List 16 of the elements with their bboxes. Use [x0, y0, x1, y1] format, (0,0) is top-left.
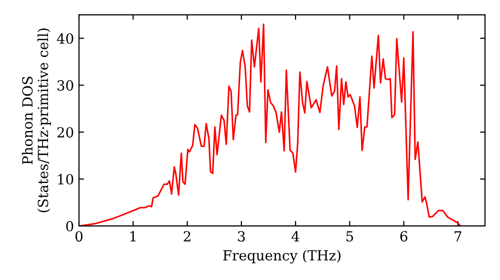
- x-tick-label: 7: [454, 231, 462, 242]
- x-tick-label: 6: [400, 231, 408, 242]
- x-tick-label: 5: [346, 231, 354, 242]
- y-tick-label: 40: [56, 33, 74, 44]
- x-tick-label: 1: [130, 231, 136, 242]
- y-tick-label: 30: [58, 80, 74, 91]
- y-tick-label: 20: [57, 127, 74, 138]
- y-tick-label: 0: [66, 220, 74, 232]
- x-tick-label: 3: [238, 231, 245, 242]
- y-axis-title: Phonon DOS (States/THz·primitive cell): [22, 28, 51, 212]
- x-tick-label: 4: [292, 231, 300, 242]
- x-tick-label: 0: [75, 231, 82, 242]
- x-axis-title: Frequency (THz): [223, 250, 340, 264]
- y-tick-label: 10: [58, 174, 74, 185]
- line-series: [79, 23, 462, 226]
- x-tick-label: 2: [184, 231, 190, 242]
